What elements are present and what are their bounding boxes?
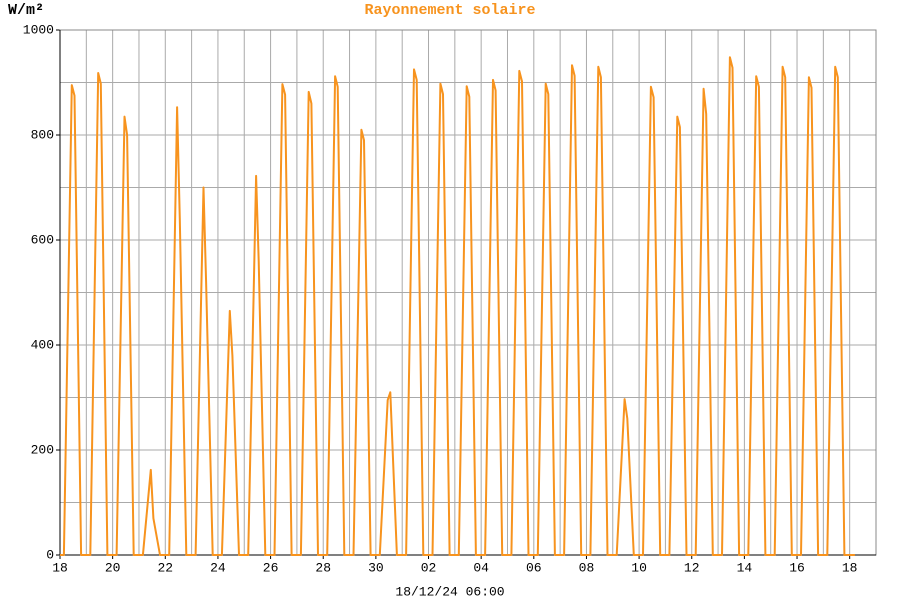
x-tick-label: 04 (473, 560, 489, 575)
y-tick-label: 600 (31, 232, 54, 247)
y-tick-label: 800 (31, 127, 54, 142)
x-tick-label: 02 (421, 560, 437, 575)
data-line (60, 56, 855, 556)
x-tick-label: 18 (52, 560, 68, 575)
y-tick-label: 200 (31, 442, 54, 457)
x-tick-label: 16 (789, 560, 805, 575)
y-tick-label: 400 (31, 337, 54, 352)
x-tick-label: 18 (842, 560, 858, 575)
x-tick-label: 14 (737, 560, 753, 575)
x-tick-label: 24 (210, 560, 226, 575)
x-tick-label: 06 (526, 560, 542, 575)
x-tick-label: 08 (579, 560, 595, 575)
x-tick-label: 10 (631, 560, 647, 575)
y-tick-label: 0 (46, 547, 54, 562)
x-tick-label: 26 (263, 560, 279, 575)
x-axis-label: 18/12/24 06:00 (395, 584, 504, 599)
x-tick-label: 22 (157, 560, 173, 575)
y-axis-label: W/m² (8, 2, 44, 19)
chart-title: Rayonnement solaire (364, 2, 535, 19)
x-tick-label: 12 (684, 560, 700, 575)
y-tick-label: 1000 (23, 22, 54, 37)
x-tick-label: 30 (368, 560, 384, 575)
x-tick-label: 28 (315, 560, 331, 575)
x-tick-label: 20 (105, 560, 121, 575)
